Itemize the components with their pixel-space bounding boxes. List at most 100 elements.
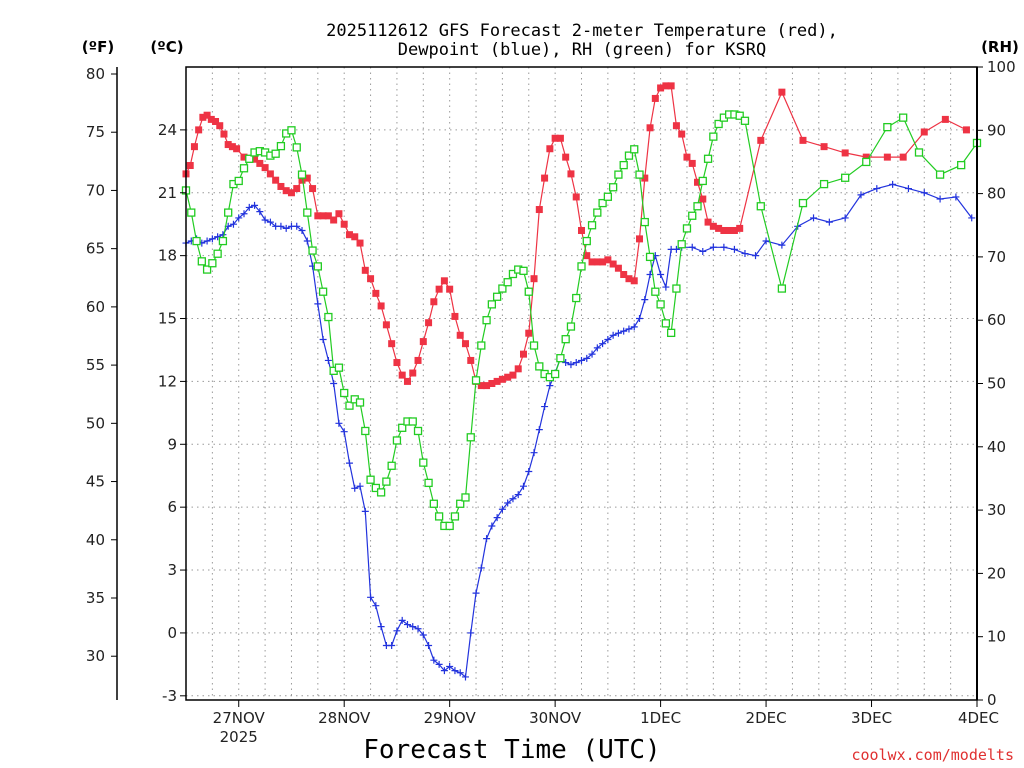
temperature-point: [483, 382, 491, 390]
temperature-point: [287, 189, 295, 197]
rh-point: [382, 477, 391, 486]
rh-tick-label: 50: [987, 375, 1006, 393]
f-tick-label: 60: [86, 298, 105, 316]
rh-point: [340, 388, 349, 398]
dewpoint-point: [546, 382, 554, 390]
rh-point: [693, 202, 702, 211]
rh-point: [434, 512, 444, 521]
dewpoint-point: [920, 189, 928, 197]
dewpoint-point: [810, 214, 818, 222]
temperature-point: [190, 143, 198, 151]
dewpoint-point: [303, 237, 311, 245]
rh-point: [677, 240, 686, 249]
temperature-point: [282, 187, 290, 195]
dewpoint-point: [889, 180, 897, 188]
temperature-point: [461, 340, 469, 348]
dewpoint-point: [419, 631, 427, 639]
dewpoint-point: [298, 226, 306, 234]
f-tick-label: 80: [86, 65, 105, 83]
temperature-point: [361, 266, 369, 274]
rh-point: [450, 512, 460, 521]
rh-point: [582, 236, 591, 246]
rh-point: [202, 265, 212, 274]
rh-point: [239, 164, 249, 173]
temperature-point: [820, 143, 828, 151]
dewpoint-point: [572, 359, 580, 367]
temperature-point: [303, 174, 311, 182]
dewpoint-point: [409, 623, 417, 631]
dewpoint-point: [456, 669, 464, 677]
dewpoint-point: [593, 344, 601, 352]
rh-tick-label: 40: [987, 438, 1006, 456]
dewpoint-point: [319, 335, 327, 343]
dewpoint-point: [266, 218, 274, 226]
rh-tick-label: 60: [987, 311, 1006, 329]
rh-tick-label: 10: [987, 628, 1006, 646]
temperature-point: [403, 377, 411, 385]
dewpoint-point: [446, 662, 454, 670]
rh-point: [630, 145, 639, 154]
rh-point: [561, 335, 570, 344]
dewpoint-point: [345, 459, 353, 467]
temperature-point: [699, 195, 707, 203]
c-tick-label: 9: [167, 435, 177, 453]
rh-point: [519, 266, 528, 275]
rh-point: [471, 376, 481, 385]
temperature-point: [578, 226, 585, 234]
dewpoint-point: [356, 482, 364, 490]
rh-point: [577, 262, 586, 271]
dewpoint-point: [430, 656, 438, 664]
dewpoint-point: [583, 354, 591, 362]
c-tick-label: 6: [167, 498, 177, 516]
dewpoint-point: [620, 327, 628, 335]
rh-point: [466, 433, 475, 442]
rh-point: [566, 322, 576, 331]
rh-point: [224, 208, 233, 217]
chart-title-line1: 2025112612 GFS Forecast 2-meter Temperat…: [326, 21, 838, 41]
grid: [186, 67, 977, 700]
temperature-point: [456, 331, 464, 339]
rh-point: [688, 211, 697, 220]
rh-point: [651, 287, 660, 296]
temperature-point: [667, 82, 675, 90]
temperature-point: [382, 321, 390, 329]
dewpoint-point: [314, 300, 322, 308]
dewpoint-point: [330, 380, 338, 387]
rh-point: [703, 154, 713, 163]
temperature-point: [757, 136, 765, 144]
unit-label-c: (ºC): [150, 38, 183, 56]
temperature-point: [941, 115, 949, 123]
temperature-point: [251, 155, 259, 163]
unit-label-f: (ºF): [82, 38, 114, 56]
dewpoint-point: [340, 428, 348, 436]
rh-point: [376, 488, 386, 497]
dewpoint-point: [214, 233, 222, 241]
rh-tick-label: 30: [987, 501, 1006, 519]
temperature-point: [314, 212, 322, 220]
rh-tick-label: 100: [987, 58, 1016, 76]
rh-point: [714, 119, 723, 129]
temperature-point: [799, 136, 807, 144]
dewpoint-point: [467, 629, 475, 637]
rh-point: [608, 183, 618, 192]
rh-point: [492, 292, 502, 301]
f-tick-label: 65: [86, 240, 105, 258]
temperature-point: [778, 88, 786, 96]
temperature-point: [683, 153, 691, 161]
temperature-point: [324, 212, 332, 220]
temperature-point: [572, 193, 580, 201]
x-tick-label: 3DEC: [851, 709, 892, 727]
rh-point: [666, 328, 676, 338]
c-tick-label: 18: [158, 247, 177, 265]
dewpoint-point: [440, 667, 448, 675]
rh-point: [862, 157, 871, 167]
dewpoint-point: [841, 214, 849, 222]
rh-point: [498, 284, 507, 293]
temperature-point: [440, 277, 448, 285]
rh-point: [682, 224, 692, 233]
temperature-point: [216, 122, 224, 130]
rh-point: [819, 179, 829, 189]
temperature-point: [233, 145, 241, 153]
temperature-point: [467, 356, 475, 364]
temperature-point: [736, 224, 744, 232]
